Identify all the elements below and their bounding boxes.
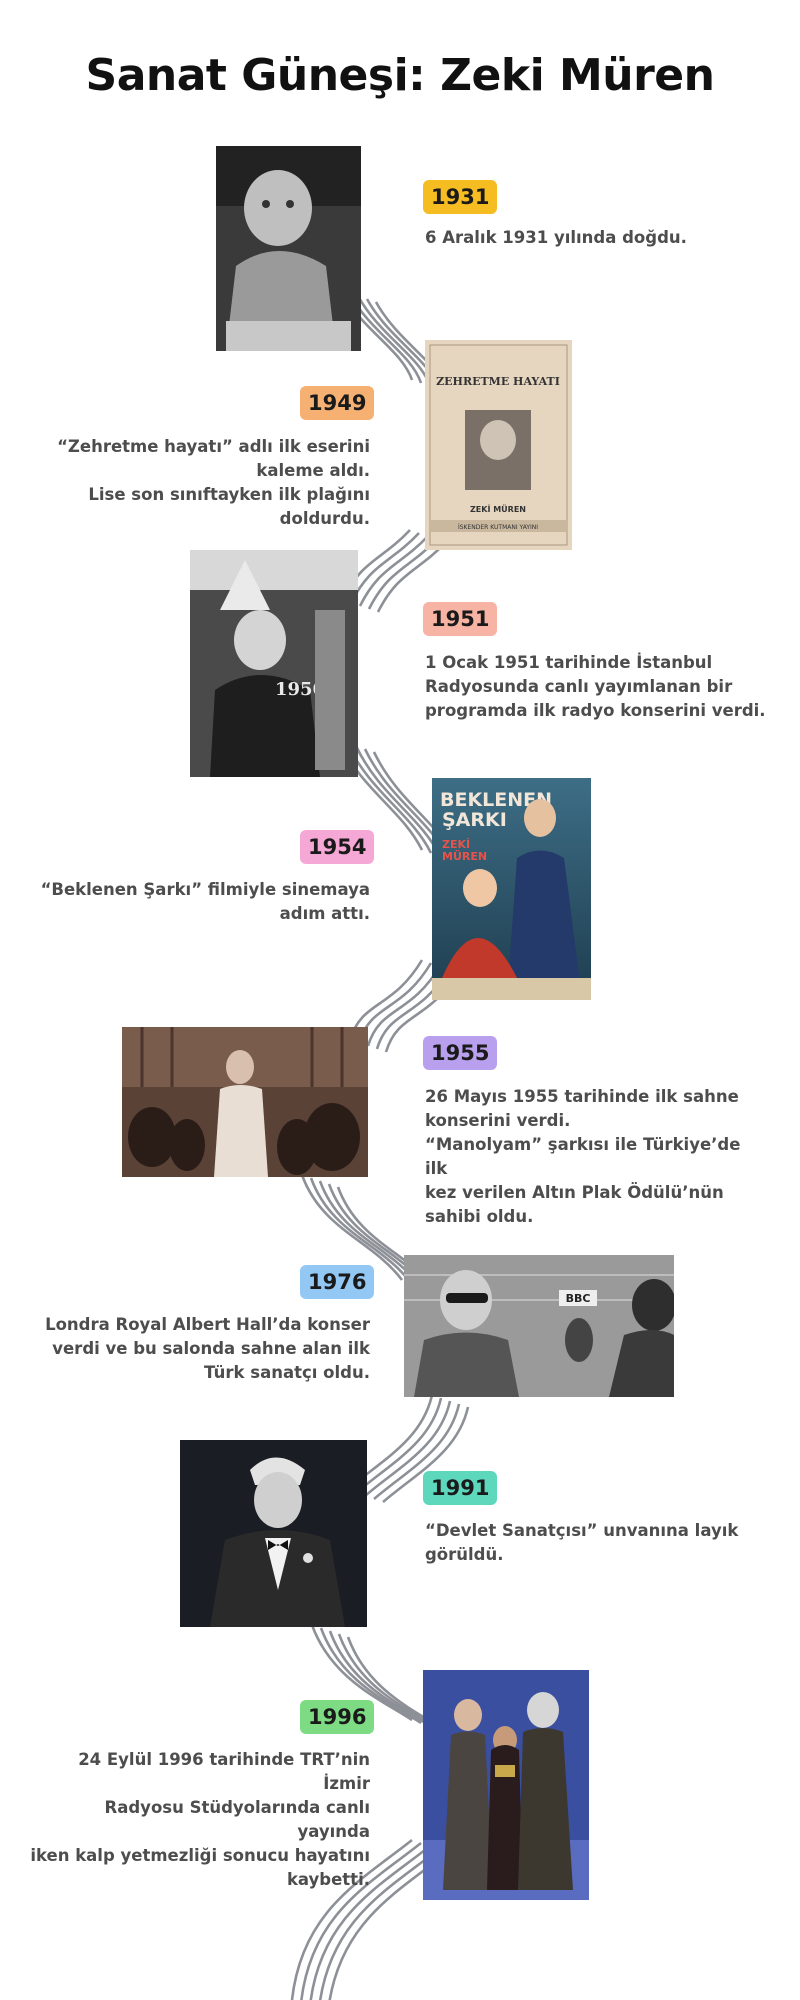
timeline-wire	[355, 1397, 443, 1494]
event-text-1976: Londra Royal Albert Hall’da konser verdi …	[45, 1315, 370, 1382]
timeline-wire	[309, 1177, 413, 1284]
svg-text:ZEKİ: ZEKİ	[442, 837, 470, 851]
svg-text:İSKENDER KUTMANI YAYINI: İSKENDER KUTMANI YAYINI	[458, 524, 538, 531]
year-badge-1976: 1976	[300, 1265, 375, 1299]
year-badge-1991: 1991	[423, 1471, 498, 1505]
bbc-studio-photo: BBC	[404, 1255, 674, 1397]
svg-text:BEKLENEN: BEKLENEN	[440, 789, 552, 811]
page-title: Sanat Güneşi: Zeki Müren	[85, 50, 715, 101]
baby-photo	[216, 146, 361, 351]
timeline-wire	[358, 535, 429, 607]
timeline-wire	[349, 532, 420, 604]
event-text-1951: 1 Ocak 1951 tarihinde İstanbul Radyosunda…	[425, 653, 766, 720]
stage-concert-photo	[122, 1027, 368, 1177]
timeline-wire	[376, 541, 447, 613]
movie-poster: BEKLENEN ŞARKI ZEKİ MÜREN	[432, 778, 591, 1000]
event-text-1991: “Devlet Sanatçısı” unvanına layık görüldü…	[425, 1521, 739, 1564]
event-text-1955: 26 Mayıs 1955 tarihinde ilk sahne konseri…	[425, 1087, 741, 1226]
year-badge-1955: 1955	[423, 1036, 498, 1070]
timeline-wire	[366, 965, 442, 1047]
timeline-wire	[290, 1838, 413, 2000]
radio-1950-photo: 1950	[190, 550, 358, 777]
portrait-tuxedo-photo	[180, 1440, 367, 1627]
timeline-wire	[373, 1403, 461, 1500]
svg-text:BBC: BBC	[566, 1292, 591, 1305]
svg-text:1950: 1950	[275, 679, 325, 700]
year-badge-1954: 1954	[300, 830, 375, 864]
timeline-wire	[319, 1847, 440, 2000]
svg-text:ŞARKI: ŞARKI	[442, 809, 507, 831]
year-badge-1949: 1949	[300, 386, 375, 420]
svg-text:MÜREN: MÜREN	[442, 849, 487, 863]
svg-text:ZEHRETME HAYATI: ZEHRETME HAYATI	[436, 375, 560, 388]
timeline-wire	[328, 1630, 431, 1728]
timeline-wire	[382, 1406, 470, 1503]
svg-text:ZEKİ MÜREN: ZEKİ MÜREN	[470, 504, 526, 514]
award-ceremony-photo	[423, 1670, 589, 1900]
timeline-wire	[310, 1624, 413, 1722]
year-badge-1996: 1996	[300, 1700, 375, 1734]
timeline-wire	[309, 1844, 431, 2000]
timeline-wire	[300, 1174, 404, 1281]
timeline-wire	[300, 1841, 422, 2000]
year-badge-1931: 1931	[423, 180, 498, 214]
timeline-wire	[356, 295, 432, 387]
timeline-wire	[364, 1400, 452, 1497]
year-badge-1951: 1951	[423, 602, 498, 636]
event-text-1996: 24 Eylül 1996 tarihinde TRT’nin İzmir Rad…	[30, 1750, 370, 1889]
sheet-music-photo: ZEHRETME HAYATI ZEKİ MÜREN İSKENDER KUTM…	[425, 340, 572, 550]
event-text-1949: “Zehretme hayatı” adlı ilk eserini kaleme…	[57, 437, 370, 528]
event-text-1954: “Beklenen Şarkı” filmiyle sinemaya adım a…	[40, 880, 370, 923]
timeline-wire	[319, 1627, 422, 1725]
event-text-1931: 6 Aralık 1931 yılında doğdu.	[425, 228, 687, 247]
